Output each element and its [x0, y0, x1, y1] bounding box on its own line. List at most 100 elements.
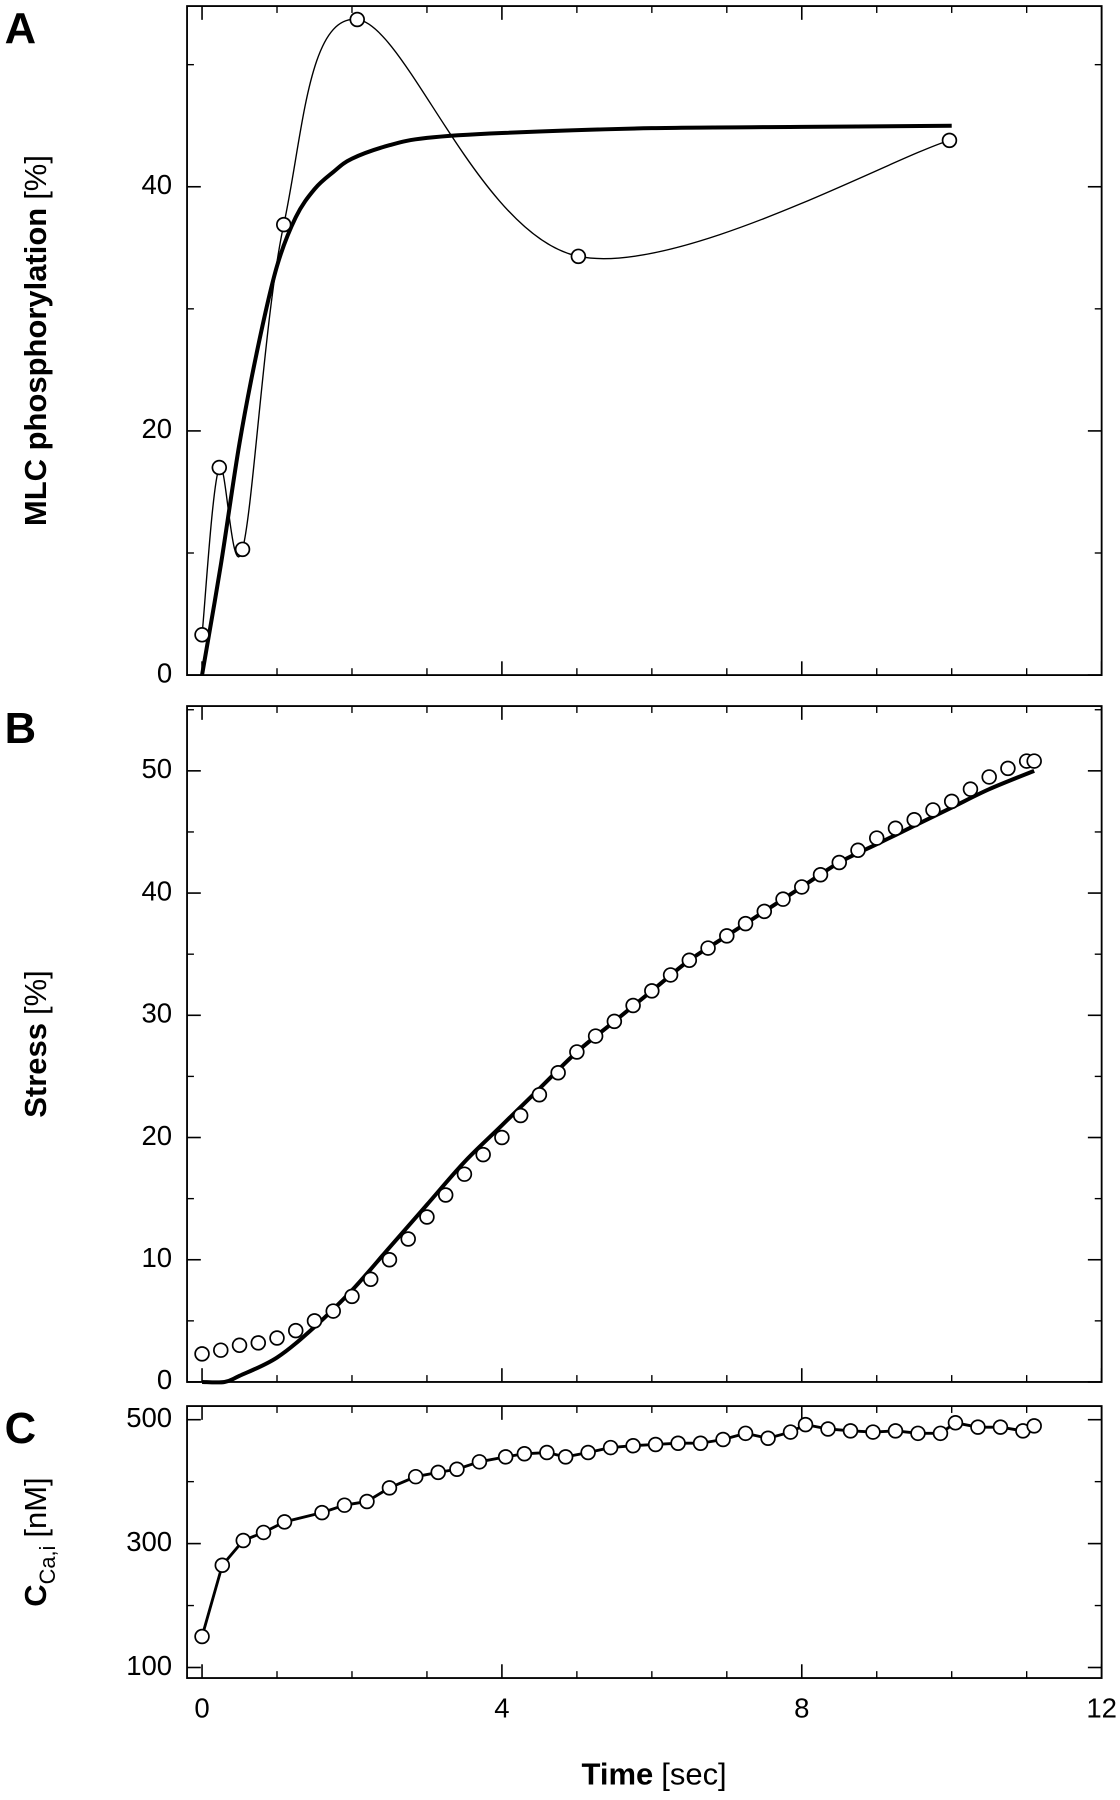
- y-axis-label-main: MLC phosphorylation: [18, 208, 53, 526]
- series-line: [200, 1421, 1035, 1637]
- data-point: [456, 1166, 473, 1182]
- data-point: [850, 842, 866, 859]
- data-point: [570, 248, 587, 265]
- data-point: [213, 1342, 229, 1358]
- plot-frame: [186, 5, 1103, 676]
- data-point: [194, 627, 210, 643]
- data-point: [344, 1288, 360, 1305]
- y-tick-label: 40: [142, 169, 173, 200]
- data-point: [887, 820, 904, 837]
- y-axis-label-unit: [nM]: [18, 1477, 53, 1537]
- data-point: [925, 802, 941, 818]
- data-point: [970, 1419, 986, 1435]
- data-point: [737, 1425, 754, 1442]
- data-point: [943, 793, 960, 810]
- y-axis-label: Stress [%]: [18, 970, 53, 1117]
- data-point: [211, 459, 228, 476]
- y-tick-label: 100: [126, 1650, 172, 1681]
- series-line: [202, 768, 1035, 1385]
- data-point: [775, 891, 791, 907]
- panel-letter: B: [5, 705, 36, 753]
- data-point: [288, 1322, 304, 1339]
- data-point: [962, 781, 979, 797]
- data-point: [569, 1044, 585, 1060]
- data-point: [587, 1028, 604, 1044]
- y-tick-label: 30: [142, 998, 173, 1029]
- data-point: [932, 1425, 949, 1442]
- data-point: [670, 1435, 686, 1451]
- data-point: [887, 1423, 904, 1439]
- data-point: [1026, 1418, 1042, 1434]
- y-axis-label: CCa,i [nM]: [18, 1477, 60, 1606]
- data-point: [269, 1330, 285, 1346]
- panel: B Stress [%] 0 10 20 30 40 50: [5, 705, 1103, 1395]
- data-point: [314, 1504, 330, 1521]
- data-point: [906, 811, 922, 828]
- x-tick-label: 8: [794, 1692, 809, 1723]
- plot-frame: [186, 1405, 1103, 1679]
- data-point: [1026, 753, 1042, 769]
- y-axis-label-unit: [%]: [18, 970, 53, 1015]
- y-tick-label: 20: [142, 413, 173, 444]
- y-axis-label-main: C: [18, 1584, 53, 1606]
- y-axis-label-sub: Ca,i: [35, 1546, 60, 1585]
- data-point: [306, 1313, 323, 1329]
- data-point: [362, 1271, 379, 1288]
- data-point: [531, 1086, 548, 1103]
- data-point: [692, 1435, 709, 1451]
- data-point: [737, 915, 754, 932]
- data-point: [359, 1493, 375, 1510]
- data-point: [782, 1424, 799, 1440]
- data-point: [194, 1628, 210, 1645]
- data-point: [430, 1464, 446, 1481]
- data-point: [831, 854, 848, 871]
- data-point: [992, 1419, 1009, 1435]
- data-point: [662, 967, 679, 983]
- x-tick-label: 0: [194, 1692, 209, 1723]
- data-point: [812, 866, 829, 883]
- data-point: [602, 1439, 619, 1456]
- data-point: [516, 1446, 533, 1462]
- data-point: [760, 1430, 776, 1447]
- y-tick-label: 40: [142, 875, 173, 906]
- data-point: [349, 11, 365, 28]
- data-point: [715, 1431, 731, 1448]
- data-point: [550, 1064, 566, 1081]
- data-point: [407, 1468, 424, 1485]
- data-point: [325, 1303, 341, 1319]
- series-line: [200, 123, 952, 676]
- data-point: [941, 132, 958, 149]
- data-point: [471, 1454, 488, 1470]
- data-point: [381, 1480, 398, 1496]
- series-line: [201, 18, 950, 635]
- data-point: [756, 903, 773, 920]
- data-point: [681, 952, 698, 969]
- x-tick-label: 12: [1086, 1692, 1117, 1723]
- data-point: [644, 983, 660, 999]
- data-point: [250, 1335, 267, 1351]
- data-point: [606, 1013, 623, 1030]
- data-point: [400, 1231, 416, 1247]
- data-point: [625, 997, 641, 1014]
- data-point: [580, 1444, 596, 1461]
- data-point: [797, 1416, 814, 1433]
- y-tick-label: 300: [126, 1526, 172, 1557]
- data-point: [494, 1129, 510, 1146]
- data-point: [981, 769, 997, 785]
- y-axis-label-unit: [%]: [18, 155, 53, 200]
- x-axis-label-unit: [sec]: [661, 1757, 726, 1792]
- y-axis-label: MLC phosphorylation [%]: [18, 155, 53, 526]
- data-point: [276, 216, 292, 233]
- panel-letter: A: [5, 5, 36, 53]
- plot-frame: [186, 705, 1103, 1383]
- y-tick-label: 500: [126, 1402, 172, 1433]
- data-point: [539, 1444, 555, 1461]
- y-tick-label: 20: [142, 1120, 173, 1151]
- y-axis-label-main: Stress: [18, 1023, 53, 1118]
- panel: A MLC phosphorylation [%] 0 20 40: [5, 5, 1103, 688]
- data-point: [1000, 760, 1016, 777]
- data-point: [647, 1436, 664, 1453]
- data-point: [437, 1187, 454, 1203]
- data-point: [475, 1146, 491, 1163]
- data-point: [794, 879, 810, 895]
